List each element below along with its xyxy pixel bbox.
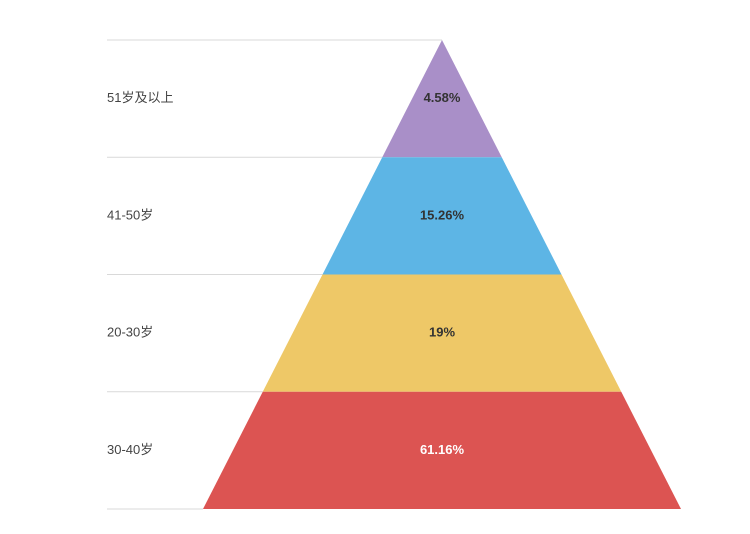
row-separators xyxy=(107,39,442,510)
category-label: 51岁及以上 xyxy=(107,90,173,105)
pyramid-slice[interactable] xyxy=(322,157,562,275)
category-label: 30-40岁 xyxy=(107,442,153,457)
value-label: 4.58% xyxy=(424,90,461,105)
pyramid-slice[interactable] xyxy=(382,40,502,158)
pyramid-slices xyxy=(203,40,681,509)
category-label: 20-30岁 xyxy=(107,325,153,340)
value-label: 61.16% xyxy=(420,442,465,457)
value-label: 19% xyxy=(429,325,455,340)
pyramid-slice[interactable] xyxy=(203,391,681,509)
value-labels: 4.58% 15.26% 19% 61.16% xyxy=(420,90,465,457)
pyramid-slice[interactable] xyxy=(262,274,622,392)
category-labels: 51岁及以上 41-50岁 20-30岁 30-40岁 xyxy=(107,90,173,457)
category-label: 41-50岁 xyxy=(107,207,153,222)
value-label: 15.26% xyxy=(420,207,465,222)
